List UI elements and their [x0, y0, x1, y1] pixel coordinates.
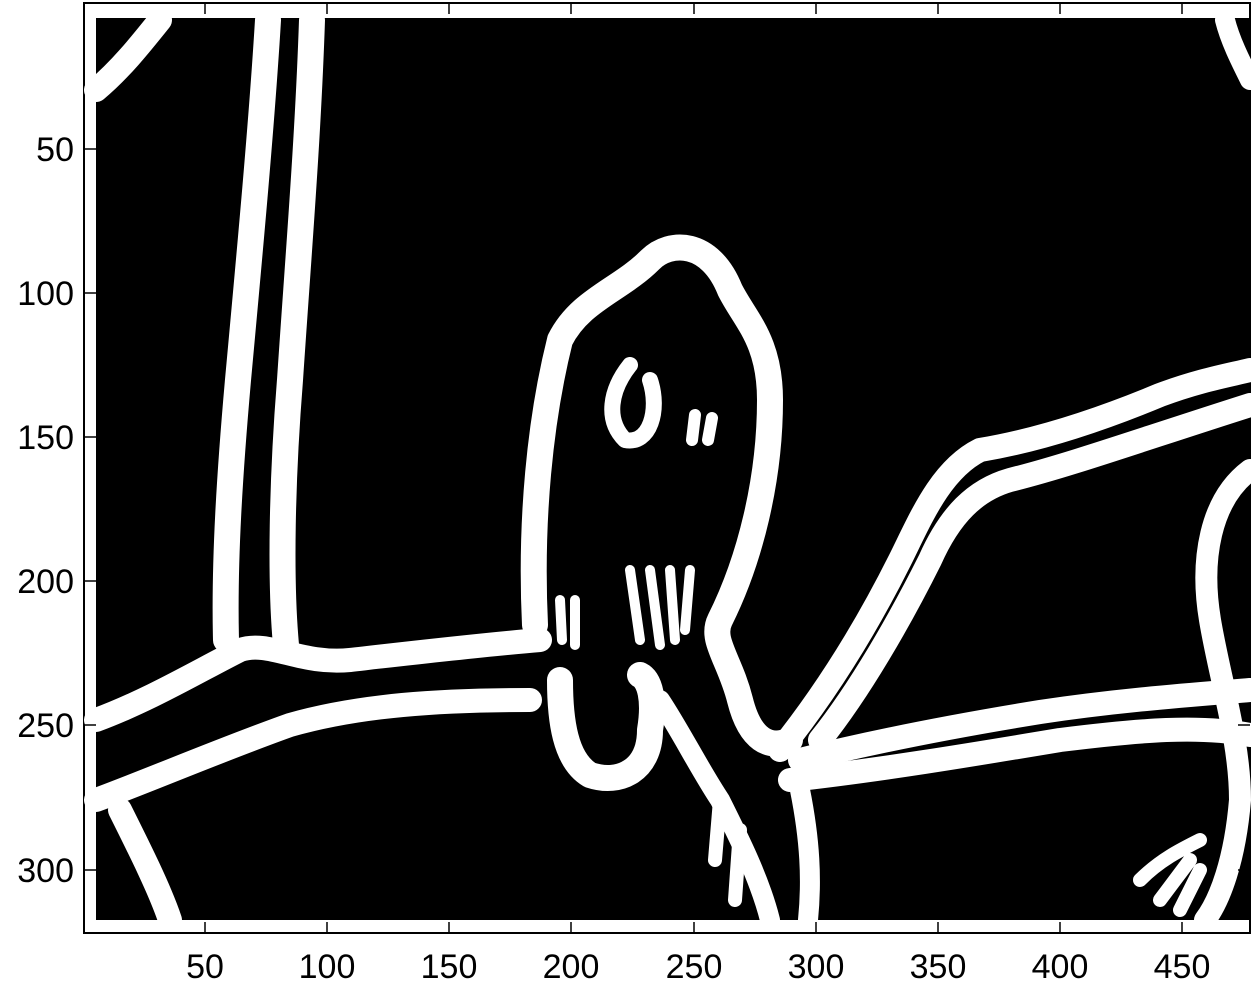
y-tick-label: 250	[17, 707, 74, 745]
x-tick-label: 450	[1154, 948, 1211, 986]
x-tick-label: 350	[910, 948, 967, 986]
y-tick-label: 100	[17, 275, 74, 313]
edge-right-horizontal	[788, 678, 1252, 772]
x-tick-label: 400	[1032, 948, 1089, 986]
edge-bird-face-mark-2	[686, 409, 718, 446]
edge-corner-topright	[1215, 10, 1252, 90]
edge-right-branch-lower	[808, 393, 1252, 752]
edge-left-trunk-inner	[269, 7, 325, 658]
x-tick-marks	[204, 3, 1183, 933]
edge-branch-lower	[84, 688, 542, 812]
x-tick-labels: 50 100 150 200 250 300 350 400 450	[186, 948, 1210, 986]
edge-right-vertical	[1194, 459, 1252, 931]
x-tick-label: 200	[543, 948, 600, 986]
edge-bottom-left-diagonal	[108, 798, 182, 932]
y-tick-labels: 50 100 150 200 250 300	[17, 131, 74, 890]
edge-center-vertical	[790, 780, 820, 930]
edge-image	[84, 7, 1252, 932]
y-tick-label: 200	[17, 563, 74, 601]
edge-right-branch-upper	[768, 358, 1252, 762]
x-tick-label: 50	[186, 948, 224, 986]
edge-bottom-right-foot	[1133, 833, 1207, 917]
x-tick-label: 300	[788, 948, 845, 986]
edge-bird-outline	[520, 234, 803, 757]
y-tick-label: 150	[17, 419, 74, 457]
edge-corner-topleft	[84, 8, 172, 102]
edge-branch-upper	[84, 628, 552, 732]
y-tick-label: 300	[17, 852, 74, 890]
edge-left-trunk-outer	[212, 7, 281, 653]
x-tick-label: 250	[666, 948, 723, 986]
edge-right-horizontal-2	[778, 717, 1252, 792]
x-tick-label: 100	[299, 948, 356, 986]
y-tick-marks	[84, 148, 1250, 871]
y-tick-label: 50	[36, 131, 74, 169]
edge-bird-feet-2	[708, 793, 747, 907]
edge-feathers	[555, 565, 695, 650]
edge-bird-face-mark	[604, 357, 662, 449]
x-tick-label: 150	[421, 948, 478, 986]
